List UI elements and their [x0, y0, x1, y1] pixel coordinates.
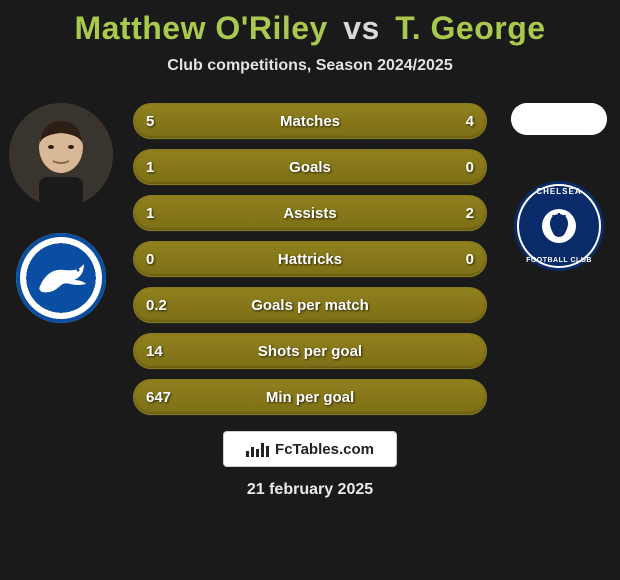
- stat-row-shots-per-goal: 14 Shots per goal: [133, 333, 487, 369]
- stat-row-matches: 5 Matches 4: [133, 103, 487, 139]
- stat-row-goals-per-match: 0.2 Goals per match: [133, 287, 487, 323]
- player2-name: T. George: [395, 10, 545, 46]
- subtitle: Club competitions, Season 2024/2025: [0, 57, 620, 75]
- stat-left-value: 14: [146, 343, 192, 360]
- chelsea-text-top: CHELSEA: [514, 187, 604, 196]
- stat-label: Matches: [280, 113, 340, 130]
- player2-avatar: [511, 103, 607, 135]
- stat-row-assists: 1 Assists 2: [133, 195, 487, 231]
- lion-icon: [540, 207, 578, 245]
- left-column: [7, 103, 115, 323]
- stat-row-min-per-goal: 647 Min per goal: [133, 379, 487, 415]
- stat-left-value: 5: [146, 113, 192, 130]
- comparison-card: Matthew O'Riley vs T. George Club compet…: [0, 0, 620, 580]
- chelsea-text-bottom: FOOTBALL CLUB: [514, 257, 604, 264]
- person-icon: [9, 103, 113, 207]
- stat-label: Min per goal: [266, 389, 354, 406]
- right-column: CHELSEA FOOTBALL CLUB: [505, 103, 613, 271]
- stat-left-value: 0: [146, 251, 192, 268]
- brighton-crest-icon: [16, 233, 106, 323]
- stat-row-goals: 1 Goals 0: [133, 149, 487, 185]
- footer-date: 21 february 2025: [0, 481, 620, 499]
- player1-avatar: [9, 103, 113, 207]
- stat-label: Shots per goal: [258, 343, 362, 360]
- stat-left-value: 1: [146, 205, 192, 222]
- stat-right-value: 0: [428, 159, 474, 176]
- brand-text: FcTables.com: [275, 441, 374, 458]
- stat-left-value: 0.2: [146, 297, 192, 314]
- brand-badge[interactable]: FcTables.com: [223, 431, 397, 467]
- page-title: Matthew O'Riley vs T. George: [0, 10, 620, 47]
- stats-list: 5 Matches 4 1 Goals 0 1 Assists 2 0 Hatt…: [133, 103, 487, 415]
- player2-club-crest: CHELSEA FOOTBALL CLUB: [514, 181, 604, 271]
- chelsea-crest-icon: CHELSEA FOOTBALL CLUB: [514, 181, 604, 271]
- stat-label: Goals: [289, 159, 331, 176]
- stat-row-hattricks: 0 Hattricks 0: [133, 241, 487, 277]
- blank-pill-icon: [511, 103, 607, 135]
- player1-club-crest: [16, 233, 106, 323]
- seagull-icon: [34, 256, 88, 300]
- stat-left-value: 647: [146, 389, 192, 406]
- content-row: 5 Matches 4 1 Goals 0 1 Assists 2 0 Hatt…: [0, 103, 620, 415]
- stat-label: Goals per match: [251, 297, 369, 314]
- bar-chart-icon: [246, 441, 269, 457]
- stat-label: Assists: [283, 205, 336, 222]
- stat-right-value: 2: [428, 205, 474, 222]
- player1-name: Matthew O'Riley: [74, 10, 327, 46]
- stat-right-value: 0: [428, 251, 474, 268]
- stat-right-value: 4: [428, 113, 474, 130]
- vs-label: vs: [343, 10, 380, 46]
- stat-label: Hattricks: [278, 251, 342, 268]
- stat-left-value: 1: [146, 159, 192, 176]
